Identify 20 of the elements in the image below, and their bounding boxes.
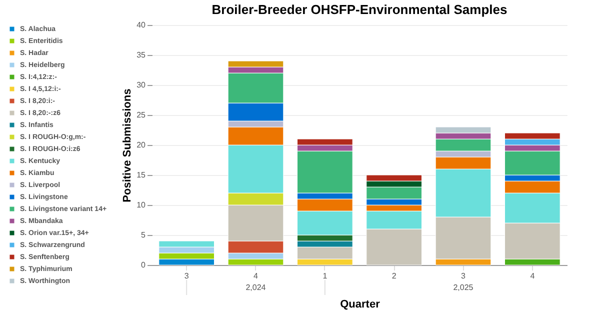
y-tick-label: 40 (136, 20, 146, 30)
y-tick-label: 30 (136, 80, 146, 90)
x-tick-label: 3 (184, 272, 190, 280)
x-tick-label: 3 (461, 272, 466, 280)
y-axis-title: Positive Submissions (122, 88, 134, 202)
chart-title: Broiler-Breeder OHSFP-Environmental Samples (212, 2, 508, 17)
text: 2,024 (246, 283, 266, 292)
y-tick-label: 10 (136, 200, 146, 210)
y-tick-label: 15 (136, 170, 146, 180)
y-tick-label: 35 (136, 50, 146, 60)
y-tick-label: 25 (136, 110, 146, 120)
x-tick-label: 2 (392, 272, 397, 280)
x-tick-label: 4 (530, 272, 536, 280)
x-axis-title: Quarter (340, 298, 381, 310)
x-tick-label: 4 (254, 272, 259, 280)
y-tick-label: 20 (136, 140, 146, 150)
text: 2,025 (453, 283, 474, 292)
x-tick-label: 1 (322, 272, 328, 280)
y-tick-label: 0 (141, 260, 146, 270)
y-tick-label: 5 (141, 230, 146, 240)
